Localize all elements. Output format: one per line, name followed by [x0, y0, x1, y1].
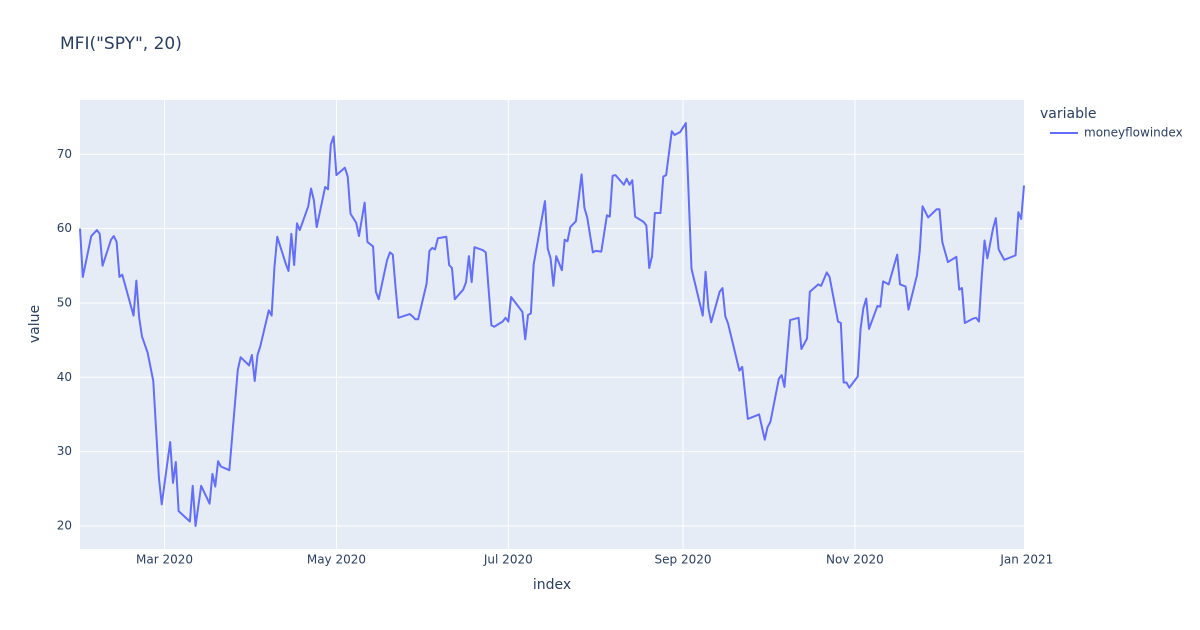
data-line	[79, 122, 1025, 527]
y-tick-label: 60	[57, 221, 72, 235]
x-tick-label: Jan 2021	[999, 553, 1053, 567]
x-tick-label: Sep 2020	[655, 553, 712, 567]
y-tick-label: 50	[57, 295, 72, 309]
x-tick-label: Mar 2020	[136, 553, 193, 567]
plot-background	[80, 100, 1024, 549]
x-tick-label: May 2020	[307, 553, 366, 567]
x-axis-title: index	[533, 577, 571, 593]
chart-title: MFI("SPY", 20)	[60, 34, 182, 54]
x-tick-label: Jul 2020	[483, 553, 533, 567]
y-tick-label: 20	[57, 518, 72, 532]
y-tick-label: 40	[57, 370, 72, 384]
y-tick-label: 30	[57, 444, 72, 458]
y-axis-title: value	[27, 305, 43, 343]
y-tick-label: 70	[57, 147, 72, 161]
legend-title: variable	[1040, 106, 1096, 122]
x-tick-label: Nov 2020	[826, 553, 884, 567]
legend-label: moneyflowindex	[1084, 126, 1183, 140]
